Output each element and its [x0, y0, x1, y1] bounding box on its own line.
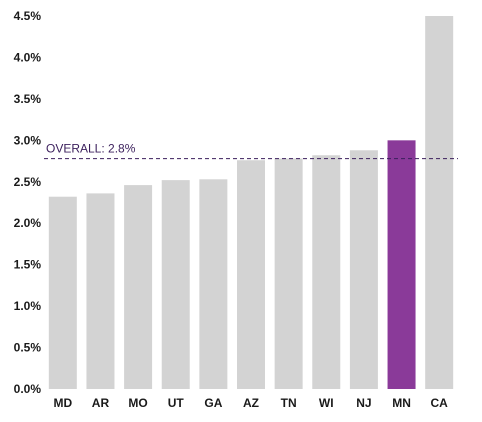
- x-tick-label: CA: [431, 396, 449, 410]
- bar-tn: [274, 158, 303, 389]
- y-tick-label: 2.0%: [14, 216, 42, 230]
- y-tick-label: 4.5%: [14, 9, 42, 23]
- x-tick-label: MD: [53, 396, 72, 410]
- x-tick-label: AR: [92, 396, 110, 410]
- bar-az: [237, 160, 265, 389]
- y-tick-label: 1.5%: [14, 258, 42, 272]
- y-tick-label: 0.0%: [14, 382, 42, 396]
- bar-md: [48, 196, 77, 389]
- y-tick-label: 3.5%: [14, 92, 42, 106]
- x-tick-label: MO: [128, 396, 147, 410]
- x-axis: MD AR MO UT GA AZ TN WI NJ MN CA: [53, 396, 448, 410]
- y-axis: 0.0% 0.5% 1.0% 1.5% 2.0% 2.5% 3.0% 3.5% 4.0% 4.5%: [14, 9, 42, 396]
- bar-mo: [124, 185, 153, 389]
- y-tick-label: 1.0%: [14, 299, 42, 313]
- bar-wi: [312, 155, 341, 389]
- bar-mn: [387, 140, 416, 389]
- x-tick-label: MN: [392, 396, 411, 410]
- bars: [48, 16, 454, 389]
- y-tick-label: 3.0%: [14, 133, 42, 147]
- bar-ca: [425, 16, 454, 389]
- y-tick-label: 2.5%: [14, 175, 42, 189]
- x-tick-label: UT: [168, 396, 185, 410]
- overall-label: OVERALL: 2.8%: [46, 142, 136, 156]
- x-tick-label: WI: [319, 396, 334, 410]
- bar-ar: [86, 193, 115, 389]
- bar-ga: [199, 179, 228, 389]
- y-tick-label: 4.0%: [14, 50, 42, 64]
- bar-ut: [161, 180, 190, 389]
- x-tick-label: GA: [204, 396, 222, 410]
- x-tick-label: NJ: [356, 396, 371, 410]
- x-tick-label: AZ: [243, 396, 259, 410]
- x-tick-label: TN: [281, 396, 297, 410]
- y-tick-label: 0.5%: [14, 341, 42, 355]
- bar-nj: [349, 150, 378, 389]
- overall-reference: OVERALL: 2.8%: [44, 142, 458, 160]
